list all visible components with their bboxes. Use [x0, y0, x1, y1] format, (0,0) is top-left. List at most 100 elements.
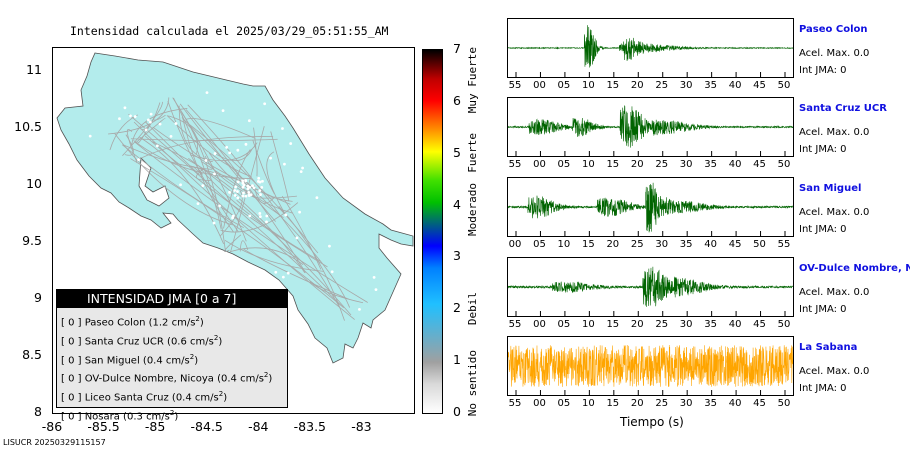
- station-accel-max: Acel. Max. 0.0: [799, 127, 870, 138]
- town-dot: [179, 183, 182, 187]
- legend-station: Liceo Santa Cruz (: [84, 392, 176, 404]
- road: [201, 161, 284, 219]
- town-dot: [251, 184, 254, 188]
- town-dot: [247, 193, 251, 197]
- road: [130, 138, 278, 141]
- road: [128, 113, 344, 309]
- colorbar-tick-label: 7: [453, 41, 461, 56]
- seismogram-tick-label: 00: [508, 239, 522, 250]
- legend-station: Nosara (: [84, 411, 127, 423]
- seismogram-panel: [507, 336, 794, 396]
- town-dot: [258, 212, 262, 215]
- colorbar-tick-label: 2: [453, 300, 461, 316]
- town-dot: [233, 189, 237, 192]
- town-dot: [158, 122, 162, 126]
- seismogram-tick-label: 45: [753, 319, 766, 330]
- footer-id: LISUCR 20250329115157: [3, 438, 106, 447]
- legend-entry: [ 0 ] OV-Dulce Nombre, Nicoya (0.4 cm/s2…: [61, 371, 273, 385]
- map-y-tick-label: 9: [34, 289, 42, 305]
- road: [144, 121, 200, 176]
- town-dot: [298, 210, 302, 214]
- town-dot: [289, 142, 293, 145]
- legend-accel-value: 0.4: [175, 392, 195, 404]
- seismogram-tick-label: 55: [508, 319, 522, 330]
- town-dot: [118, 117, 121, 121]
- colorbar-tick-label: 1: [453, 352, 461, 368]
- road: [167, 101, 239, 232]
- seismogram-tick-label: 00: [533, 319, 546, 330]
- town-dot: [330, 270, 334, 274]
- seismogram-tick-label: 10: [581, 398, 595, 409]
- town-dot: [377, 337, 381, 341]
- town-dot: [274, 270, 278, 274]
- road: [278, 206, 345, 321]
- legend-unit-exponent: 2: [195, 315, 200, 323]
- road: [136, 117, 166, 143]
- town-dot: [328, 244, 331, 248]
- legend-jma: [ 0 ]: [61, 317, 85, 329]
- station-int-jma: Int JMA: 0: [799, 65, 847, 76]
- road: [224, 239, 324, 272]
- town-dot: [212, 221, 216, 225]
- seismogram-tick-label: 50: [777, 159, 791, 170]
- town-dot: [144, 128, 148, 132]
- map-y-tick-label: 8.5: [22, 346, 42, 362]
- seismogram-tick-label: 40: [728, 319, 742, 330]
- town-dot: [225, 145, 229, 149]
- seismogram-tick-label: 15: [581, 239, 595, 250]
- map-y-tick-label: 10.5: [14, 118, 42, 134]
- legend-station: San Miguel (: [84, 354, 147, 366]
- seismogram-tick-label: 55: [777, 239, 791, 250]
- road: [253, 185, 276, 204]
- road: [266, 151, 286, 214]
- seismogram-tick-label: 55: [508, 159, 522, 170]
- seismogram-waveform: [508, 266, 793, 307]
- seismogram-tick-label: 15: [606, 319, 620, 330]
- station-accel-max: Acel. Max. 0.0: [799, 287, 870, 298]
- map-x-tick-label: -83: [351, 419, 372, 434]
- road: [229, 247, 304, 266]
- map-title: Intensidad calculada el 2025/03/29_05:51…: [70, 24, 389, 38]
- town-dot: [244, 142, 248, 146]
- road: [185, 118, 256, 139]
- road: [200, 168, 322, 262]
- legend-jma: [ 0 ]: [61, 411, 85, 423]
- seismogram-tick-label: 50: [753, 239, 766, 250]
- seismogram-tick-label: 25: [630, 239, 644, 250]
- seismogram-tick-label: 05: [557, 80, 571, 91]
- town-dot: [236, 196, 240, 200]
- town-dot: [244, 194, 248, 198]
- seismogram-svg: [508, 105, 793, 156]
- seismogram-tick-label: 00: [533, 398, 546, 409]
- seismogram-tick-label: 30: [679, 80, 693, 91]
- seismogram-tick-label: 20: [630, 80, 644, 91]
- station-accel-max: Acel. Max. 0.0: [799, 207, 870, 218]
- town-dot: [374, 288, 378, 291]
- seismogram-tick-label: 45: [753, 159, 766, 170]
- legend-entry: [ 0 ] Liceo Santa Cruz (0.4 cm/s2): [61, 390, 228, 404]
- map-x-tick-label: -86: [41, 419, 63, 434]
- seismogram-tick-label: 15: [606, 398, 620, 409]
- town-dot: [281, 275, 285, 279]
- seismogram-tick-label: 35: [704, 398, 717, 409]
- road: [135, 136, 274, 162]
- seismogram-tick-label: 00: [533, 159, 546, 170]
- town-dot: [372, 275, 376, 279]
- town-dot: [155, 144, 159, 148]
- town-dot: [234, 185, 238, 189]
- road: [108, 97, 170, 135]
- seismogram-tick-label: 05: [533, 239, 546, 250]
- seismogram-tick-label: 50: [777, 319, 791, 330]
- town-dot: [201, 184, 205, 188]
- map-y-tick-label: 11: [26, 61, 42, 77]
- town-dot: [133, 115, 137, 118]
- legend-accel-value: 0.3: [126, 411, 147, 423]
- seismogram-tick-label: 10: [557, 239, 571, 250]
- station-name: Santa Cruz UCR: [799, 103, 887, 114]
- town-dot: [358, 307, 361, 311]
- colorbar-tick-label: 3: [453, 248, 461, 264]
- seismogram-tick-label: 40: [728, 159, 742, 170]
- town-dot: [146, 118, 150, 122]
- colorbar-tick-label: 0: [453, 404, 461, 419]
- road: [114, 133, 233, 226]
